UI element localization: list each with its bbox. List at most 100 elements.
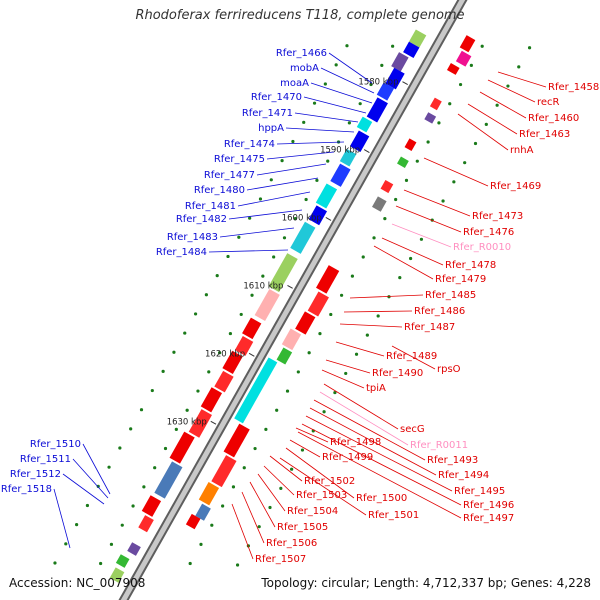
track-dot bbox=[315, 178, 319, 182]
gene-block bbox=[234, 357, 278, 424]
gene-block bbox=[154, 461, 183, 499]
track-dot bbox=[85, 503, 90, 508]
backbone-inner bbox=[120, 0, 466, 600]
gene-block bbox=[424, 112, 437, 124]
track-dot bbox=[300, 448, 305, 452]
gene-label: hppA bbox=[258, 123, 284, 134]
gene-block bbox=[185, 513, 201, 530]
scale-tick bbox=[325, 217, 332, 221]
gene-block bbox=[214, 370, 234, 393]
leader-line bbox=[82, 443, 111, 495]
leader-line bbox=[325, 359, 371, 374]
gene-label: rpsO bbox=[437, 364, 461, 375]
leader-line bbox=[294, 112, 359, 123]
leader-line bbox=[269, 455, 303, 482]
track-dot bbox=[231, 485, 236, 489]
gene-block bbox=[295, 311, 316, 335]
leader-line bbox=[219, 227, 295, 238]
track-dot bbox=[323, 82, 327, 86]
track-dot bbox=[161, 369, 165, 373]
track-dot bbox=[185, 408, 189, 412]
track-dot bbox=[131, 504, 135, 508]
leader-line bbox=[381, 237, 444, 266]
gene-label: Rfer_1500 bbox=[356, 493, 407, 504]
gene-label: Rfer_1489 bbox=[386, 351, 437, 362]
track-dot bbox=[75, 523, 79, 527]
leader-line bbox=[321, 369, 365, 389]
leader-line bbox=[339, 323, 403, 328]
track-dot bbox=[527, 46, 532, 50]
track-dot bbox=[302, 120, 306, 124]
leader-line bbox=[285, 447, 355, 499]
track-dot bbox=[282, 236, 287, 240]
gene-label: Rfer_1469 bbox=[490, 181, 541, 192]
outer-dot-track bbox=[53, 44, 532, 567]
track-dot bbox=[258, 197, 263, 201]
track-dot bbox=[398, 276, 402, 280]
gene-label: Rfer_1463 bbox=[519, 129, 570, 140]
track-dot bbox=[376, 314, 380, 318]
track-dot bbox=[469, 63, 473, 67]
track-dot bbox=[99, 561, 103, 566]
track-dot bbox=[415, 159, 419, 163]
scale-tick bbox=[248, 352, 255, 357]
track-dot bbox=[261, 274, 265, 278]
gene-label: Rfer_1496 bbox=[463, 500, 514, 511]
track-dot bbox=[293, 217, 297, 221]
gene-label: Rfer_1501 bbox=[368, 510, 419, 521]
track-dot bbox=[361, 255, 365, 259]
leader-line bbox=[349, 294, 424, 299]
leader-line bbox=[256, 163, 327, 176]
track-dot bbox=[380, 63, 384, 67]
track-dot bbox=[253, 446, 257, 451]
track-dot bbox=[275, 408, 279, 412]
track-dot bbox=[484, 122, 488, 126]
track-dot bbox=[269, 178, 273, 182]
label-leader-lines bbox=[53, 52, 547, 560]
gene-block bbox=[115, 554, 130, 568]
track-dot bbox=[350, 274, 355, 278]
gene-label: Rfer_1504 bbox=[287, 506, 338, 517]
gene-label: tpiA bbox=[366, 383, 386, 394]
leader-line bbox=[343, 310, 413, 313]
scale-tick-label: 1580 kbp bbox=[358, 78, 398, 88]
gene-label: Rfer_1480 bbox=[194, 185, 245, 196]
leader-line bbox=[289, 439, 321, 458]
scale-tick bbox=[287, 284, 293, 289]
gene-block bbox=[459, 35, 476, 53]
track-dot bbox=[153, 466, 157, 470]
gene-label: mobA bbox=[290, 63, 319, 74]
track-dot bbox=[120, 523, 124, 527]
gene-block bbox=[366, 97, 388, 123]
track-dot bbox=[139, 408, 144, 412]
gene-label: Rfer_1511 bbox=[20, 454, 71, 465]
track-dot bbox=[404, 178, 409, 182]
gene-label: Rfer_1481 bbox=[185, 201, 236, 212]
track-dot bbox=[409, 256, 413, 261]
gene-block bbox=[188, 409, 212, 438]
track-dot bbox=[174, 427, 178, 431]
track-dot bbox=[296, 370, 300, 374]
gene-label: Rfer_1475 bbox=[214, 154, 265, 165]
track-dot bbox=[506, 84, 510, 88]
gene-label: Rfer_1507 bbox=[255, 554, 306, 565]
gene-block bbox=[169, 431, 195, 464]
scale-tick-label: 1600 kbp bbox=[282, 213, 322, 223]
scale-tick bbox=[363, 149, 370, 153]
track-dot bbox=[448, 102, 452, 106]
gene-block bbox=[446, 63, 460, 75]
leader-line bbox=[228, 209, 303, 220]
scale-tick-label: 1590 kbp bbox=[320, 146, 360, 156]
gene-block bbox=[127, 542, 141, 556]
gene-label: Rfer_1503 bbox=[296, 490, 347, 501]
leader-line bbox=[328, 52, 373, 84]
gene-block bbox=[455, 50, 472, 67]
track-dot bbox=[204, 293, 208, 297]
gene-label: Rfer_1487 bbox=[404, 322, 455, 333]
leader-line bbox=[487, 79, 536, 103]
track-dot bbox=[215, 274, 219, 278]
gene-label: Rfer_1490 bbox=[372, 368, 423, 379]
track-dot bbox=[163, 446, 168, 451]
track-dot bbox=[280, 159, 284, 163]
